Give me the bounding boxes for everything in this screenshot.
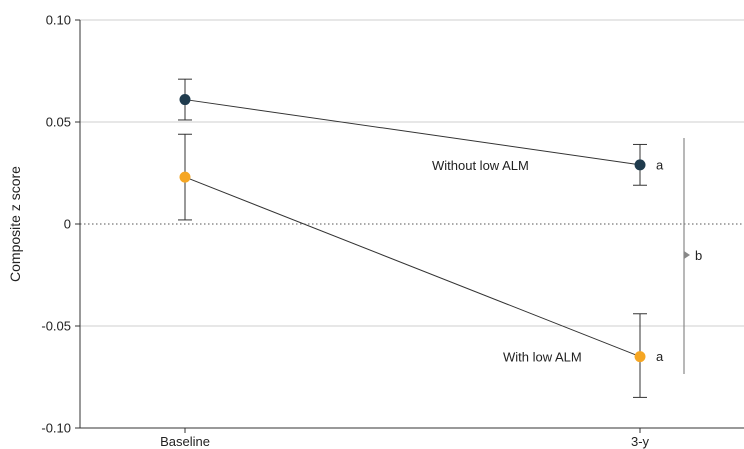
series-2: With low ALM a: [178, 133, 664, 398]
series-end-note: a: [656, 349, 664, 364]
x-tick-labels: Baseline 3-y: [160, 428, 650, 449]
y-tick-label: 0.10: [46, 13, 71, 28]
x-tick-label: 3-y: [631, 434, 650, 449]
bracket-arrow-icon: [684, 251, 690, 259]
y-tick-label: -0.05: [41, 319, 71, 334]
series-label: With low ALM: [503, 350, 582, 365]
series-line: [184, 99, 641, 166]
bracket-note: b: [695, 248, 702, 263]
y-tick-label: -0.10: [41, 421, 71, 436]
y-axis-title: Composite z score: [7, 166, 23, 282]
y-tick-label: 0.05: [46, 115, 71, 130]
significance-bracket: b: [683, 138, 702, 374]
data-point: [634, 351, 646, 363]
series-end-note: a: [656, 157, 664, 172]
gridlines: [80, 19, 744, 327]
series-label: Without low ALM: [432, 158, 529, 173]
data-point: [634, 159, 646, 171]
data-point: [179, 171, 191, 183]
series-line: [184, 176, 641, 358]
y-tick-labels: 0.10 0.05 0 -0.05 -0.10: [41, 13, 80, 436]
data-point: [179, 94, 191, 106]
series-1: Without low ALM a: [178, 78, 664, 186]
series-layer: Without low ALM a With low ALM a: [178, 78, 664, 398]
x-tick-label: Baseline: [160, 434, 210, 449]
y-tick-label: 0: [64, 217, 71, 232]
